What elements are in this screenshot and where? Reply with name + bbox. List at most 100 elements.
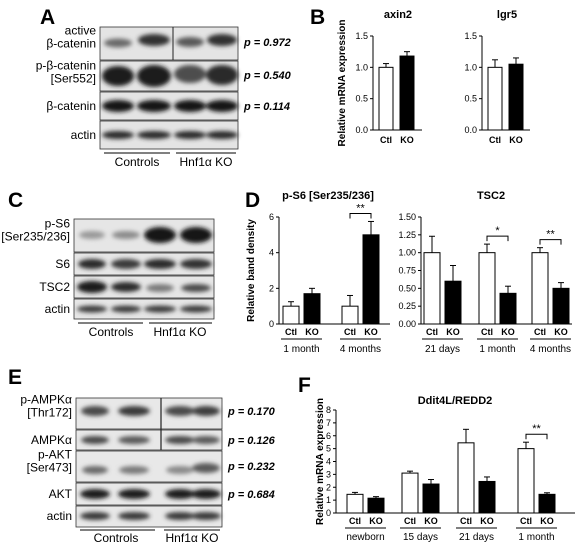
x-tick-label: KO <box>540 516 554 526</box>
bar <box>423 252 441 325</box>
y-tick-label: 0.5 <box>464 94 477 104</box>
blot-c-row-label: actin <box>45 302 70 316</box>
chart-title: axin2 <box>384 9 412 21</box>
blot-e-bands <box>80 406 221 520</box>
bar <box>457 442 475 514</box>
bar <box>517 448 535 514</box>
blot-row-label-line: [Ser235/236] <box>1 230 70 244</box>
y-tick-label: 1.5 <box>464 31 477 41</box>
y-tick-label: 0 <box>326 508 331 518</box>
y-tick-label: 1.50 <box>398 212 416 222</box>
chart-title: Ddit4L/REDD2 <box>418 395 493 407</box>
blot-row-label-line: AMPKα <box>31 433 72 447</box>
x-tick-label: KO <box>400 135 414 145</box>
x-tick-label: Ctl <box>344 327 356 337</box>
chart-b-lgr5: lgr5 0.0 0.5 1.0 1.5 Ctl KO <box>464 9 530 145</box>
y-tick-label: 0.5 <box>355 94 368 104</box>
x-tick-label: Ctl <box>534 327 546 337</box>
y-tick-label: 0.25 <box>398 301 416 311</box>
blot-a-bands <box>102 34 238 139</box>
y-tick-label: 4 <box>269 248 274 258</box>
blot-panel-c: p-S6 [Ser235/236] S6 TSC2 actin Controls Hnf… <box>1 217 215 339</box>
y-tick-label: 6 <box>326 431 331 441</box>
bar <box>401 472 419 514</box>
x-tick-label: KO <box>364 327 378 337</box>
group-label: 1 month <box>479 344 515 355</box>
significance-label: ** <box>532 423 541 435</box>
bar <box>499 292 517 325</box>
group-label: 1 month <box>283 344 319 355</box>
blot-e-row-label: actin <box>47 509 72 523</box>
bar <box>538 493 556 514</box>
y-axis-label: Relative mRNA expression <box>315 398 326 525</box>
group-label: 4 months <box>530 344 571 355</box>
blot-row-label-line: p-AKT <box>38 448 73 462</box>
bar <box>478 480 496 514</box>
y-tick-label: 7 <box>326 418 331 428</box>
blot-a-group-ko: Hnf1α KO <box>180 155 233 169</box>
blot-e-pvalue-3: p = 0.232 <box>227 461 275 473</box>
significance-bracket <box>525 433 548 440</box>
x-tick-label: Ctl <box>489 135 501 145</box>
blot-e-row-label: AMPKα <box>31 433 72 447</box>
blot-a-row-label: active β-catenin <box>46 24 96 51</box>
blot-e-pvalue-2: p = 0.126 <box>227 435 276 447</box>
blot-c-group-controls: Controls <box>89 325 134 339</box>
y-tick-label: 3 <box>326 469 331 479</box>
x-tick-label: KO <box>446 327 460 337</box>
y-tick-label: 1.00 <box>398 248 416 258</box>
blot-a-pvalue-2: p = 0.540 <box>243 70 292 82</box>
panel-letter-d: D <box>245 189 260 212</box>
x-tick-label: Ctl <box>460 516 472 526</box>
blot-c-group-ko: Hnf1α KO <box>154 325 207 339</box>
group-label: 21 days <box>459 532 494 543</box>
blot-row-label-line: AKT <box>49 487 73 501</box>
x-tick-label: Ctl <box>481 327 493 337</box>
blot-e-group-ko: Hnf1α KO <box>166 531 219 543</box>
y-tick-label: 1.0 <box>464 62 477 72</box>
bar <box>422 483 440 514</box>
y-tick-label: 0.00 <box>398 319 416 329</box>
panel-letter-f: F <box>298 374 311 397</box>
group-label: 1 month <box>518 532 554 543</box>
y-tick-label: 1.0 <box>355 62 368 72</box>
bar <box>341 305 359 325</box>
chart-title: p-S6 [Ser235/236] <box>282 190 374 202</box>
panel-letter-b: B <box>310 6 325 29</box>
panel-letter-e: E <box>8 366 22 389</box>
blot-row-label-line: p-S6 <box>45 217 71 231</box>
significance-label: ** <box>546 229 555 241</box>
blot-row-label-line: [Thr172] <box>27 406 72 420</box>
blot-e-row-label: p-AMPKα [Thr172] <box>20 393 72 420</box>
blot-c-row-label: TSC2 <box>39 280 70 294</box>
bar <box>362 234 380 325</box>
blot-e-row-label: AKT <box>49 487 73 501</box>
group-label: newborn <box>346 532 384 543</box>
y-tick-label: 2 <box>269 283 274 293</box>
bar <box>282 305 300 325</box>
blot-row-label-line: [Ser552] <box>51 72 96 86</box>
x-tick-label: KO <box>554 327 568 337</box>
y-tick-label: 0.50 <box>398 283 416 293</box>
bar <box>444 280 462 325</box>
y-tick-label: 0.75 <box>398 266 416 276</box>
x-tick-label: Ctl <box>380 135 392 145</box>
bar <box>378 66 394 131</box>
blot-c-frame <box>73 218 215 320</box>
significance-bracket <box>486 235 509 242</box>
blot-a-pvalue-3: p = 0.114 <box>243 101 290 113</box>
significance-bracket <box>349 212 372 219</box>
y-tick-label: 4 <box>326 457 331 467</box>
blot-a-row-label: actin <box>71 128 96 142</box>
blot-row-label-line: p-AMPKα <box>20 393 72 407</box>
chart-d-ps6: p-S6 [Ser235/236] Relative band density 0 2… <box>246 190 390 355</box>
bar <box>303 293 321 325</box>
blot-e-row-label: p-AKT [Ser473] <box>27 448 73 475</box>
blot-a-row-label: p-β-catenin [Ser552] <box>36 59 96 86</box>
blot-a-pvalue-1: p = 0.972 <box>243 37 291 49</box>
y-tick-label: 1.5 <box>355 31 368 41</box>
bar <box>399 55 415 131</box>
